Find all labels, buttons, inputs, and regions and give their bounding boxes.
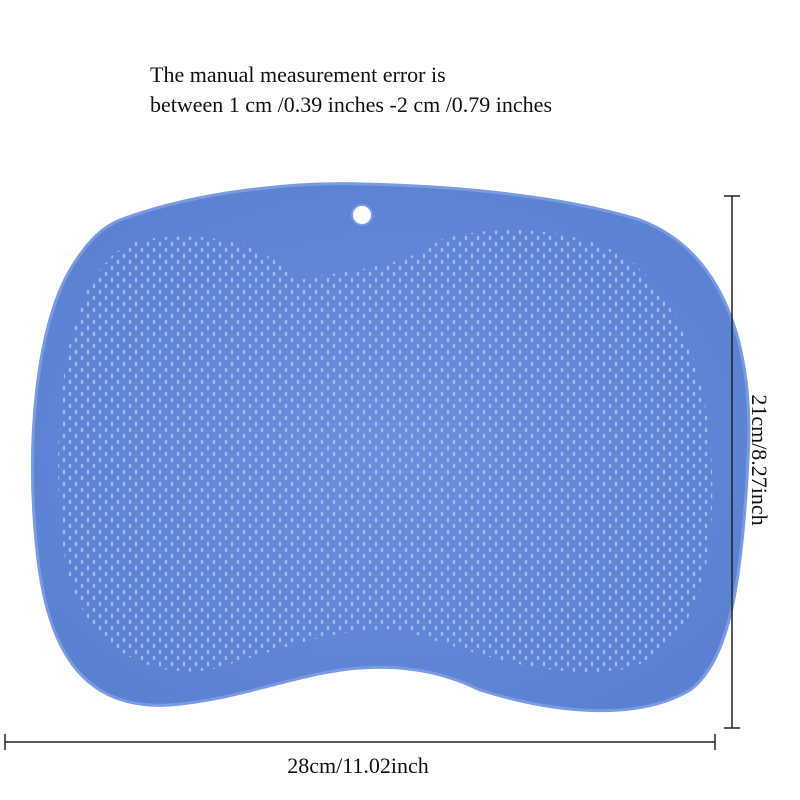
height-dimension — [724, 195, 740, 729]
scrub-mat — [31, 182, 751, 713]
note-line: The manual measurement error is — [150, 62, 446, 87]
width-dimension — [4, 734, 716, 750]
note-line: between 1 cm /0.39 inches -2 cm /0.79 in… — [150, 92, 552, 117]
height-label: 21cm/8.27inch — [747, 394, 772, 525]
width-label: 28cm/11.02inch — [287, 753, 429, 778]
